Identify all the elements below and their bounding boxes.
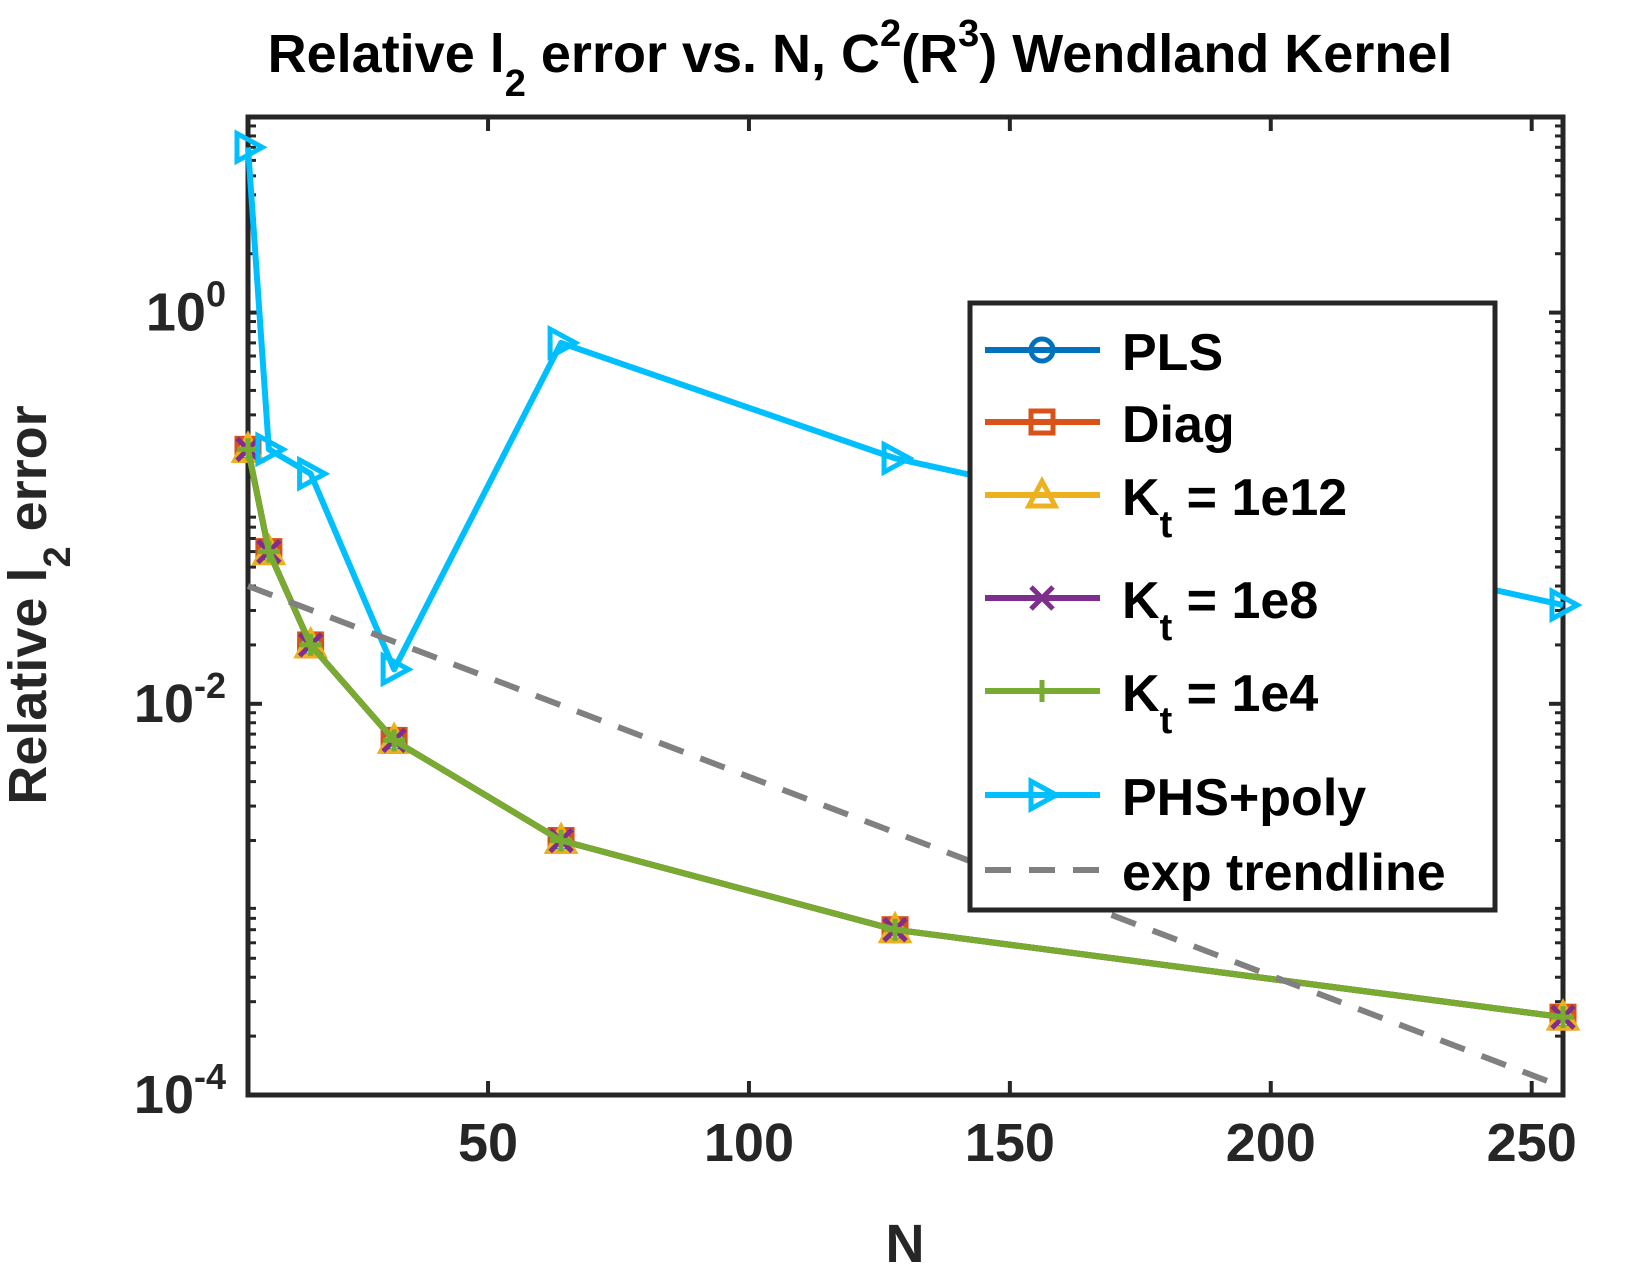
data-point: [297, 455, 331, 492]
data-point: [1552, 1006, 1574, 1029]
data-point: [237, 438, 259, 461]
data-point: [1549, 587, 1583, 623]
x-axis-ticks: 50 100 150 200 250: [458, 117, 1577, 1173]
legend-marker: [1024, 475, 1060, 509]
data-point: [234, 129, 268, 166]
data-point: [550, 829, 573, 852]
data-point: [884, 918, 907, 941]
legend-marker: [1028, 336, 1056, 364]
legend-label: Kt = 1e4: [1122, 665, 1318, 742]
legend-label: exp trendline: [1122, 844, 1446, 902]
legend-item: exp trendline: [985, 844, 1446, 902]
data-point: [299, 633, 322, 656]
legend-item: PHS+poly: [985, 769, 1366, 827]
legend-item: Diag: [985, 396, 1235, 454]
series-line: [246, 583, 1565, 1090]
x-tick-label: 100: [704, 1113, 794, 1173]
y-axis-ticks: 100 10-2 10-4: [134, 274, 1563, 1125]
legend-marker: [1029, 585, 1055, 611]
legend-box: [967, 300, 1498, 913]
data-point: [255, 431, 289, 468]
legend-marker: [1028, 408, 1056, 436]
legend: PLS Diag Kt = 1e12 Kt = 1e8 Kt = 1e4 PHS+poly…: [967, 300, 1498, 913]
legend-item: Kt = 1e8: [985, 572, 1318, 649]
legend-label: PHS+poly: [1122, 769, 1366, 827]
data-point: [380, 651, 414, 688]
data-point: [383, 729, 406, 752]
x-tick-label: 50: [458, 1113, 518, 1173]
legend-marker: [1028, 777, 1062, 813]
x-axis-label: N: [886, 1214, 925, 1270]
x-tick-label: 200: [1226, 1113, 1316, 1173]
legend-label: Diag: [1122, 396, 1235, 454]
legend-label: Kt = 1e12: [1122, 469, 1347, 546]
legend-label: Kt = 1e8: [1122, 572, 1318, 649]
series-line: [245, 147, 1564, 673]
y-axis-label: Relative l2 error: [0, 405, 79, 804]
data-point: [547, 324, 581, 361]
data-point: [881, 440, 915, 477]
series-layer: [230, 129, 1583, 1090]
data-point: [257, 540, 280, 563]
y-tick-label: 10-4: [134, 1056, 226, 1125]
series-exp-trendline: [246, 583, 1565, 1090]
legend-marker: [1031, 680, 1053, 702]
series-phs-poly: [234, 129, 1583, 688]
y-tick-label: 100: [146, 274, 226, 343]
legend-item: Kt = 1e12: [985, 469, 1347, 546]
x-tick-label: 250: [1487, 1113, 1577, 1173]
legend-item: Kt = 1e4: [985, 665, 1318, 742]
legend-label: PLS: [1122, 324, 1223, 382]
legend-item: PLS: [985, 324, 1223, 382]
chart-title: Relative l2 error vs. N, C2(R3) Wendland…: [268, 13, 1453, 105]
y-tick-label: 10-2: [134, 665, 226, 734]
x-tick-label: 150: [965, 1113, 1055, 1173]
series-k-t-1e4: [237, 438, 1574, 1029]
